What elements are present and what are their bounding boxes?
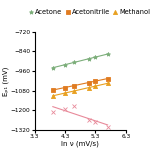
Acetone xyxy=(73,61,75,63)
Line: DMF: DMF xyxy=(51,104,110,129)
Acetone xyxy=(107,53,108,55)
DMF xyxy=(88,119,90,120)
Acetonitrile xyxy=(64,87,66,88)
Acetone xyxy=(88,58,90,60)
Acetonitrile xyxy=(52,89,54,91)
Acetonitrile xyxy=(88,82,90,84)
DMF xyxy=(73,105,75,107)
Methanol xyxy=(88,87,90,88)
Acetone xyxy=(64,64,66,66)
Acetonitrile xyxy=(73,85,75,86)
Methanol xyxy=(73,90,75,92)
Methanol xyxy=(107,82,108,84)
Methanol xyxy=(52,95,54,97)
X-axis label: ln ν (mV/s): ln ν (mV/s) xyxy=(61,141,99,147)
Acetonitrile xyxy=(94,80,96,82)
DMF xyxy=(107,126,108,128)
Legend: Acetone, Acetonitrile, Methanol, DMF: Acetone, Acetonitrile, Methanol, DMF xyxy=(27,8,150,16)
Line: Acetonitrile: Acetonitrile xyxy=(51,76,110,92)
Y-axis label: Eₚ₁ (mV): Eₚ₁ (mV) xyxy=(3,66,9,96)
Line: Methanol: Methanol xyxy=(51,81,110,98)
DMF xyxy=(94,121,96,123)
Acetonitrile xyxy=(107,78,108,79)
Line: Acetone: Acetone xyxy=(51,52,110,70)
DMF xyxy=(64,108,66,110)
Methanol xyxy=(64,92,66,94)
DMF xyxy=(52,111,54,113)
Acetone xyxy=(94,56,96,58)
Acetone xyxy=(52,67,54,69)
Methanol xyxy=(94,85,96,87)
